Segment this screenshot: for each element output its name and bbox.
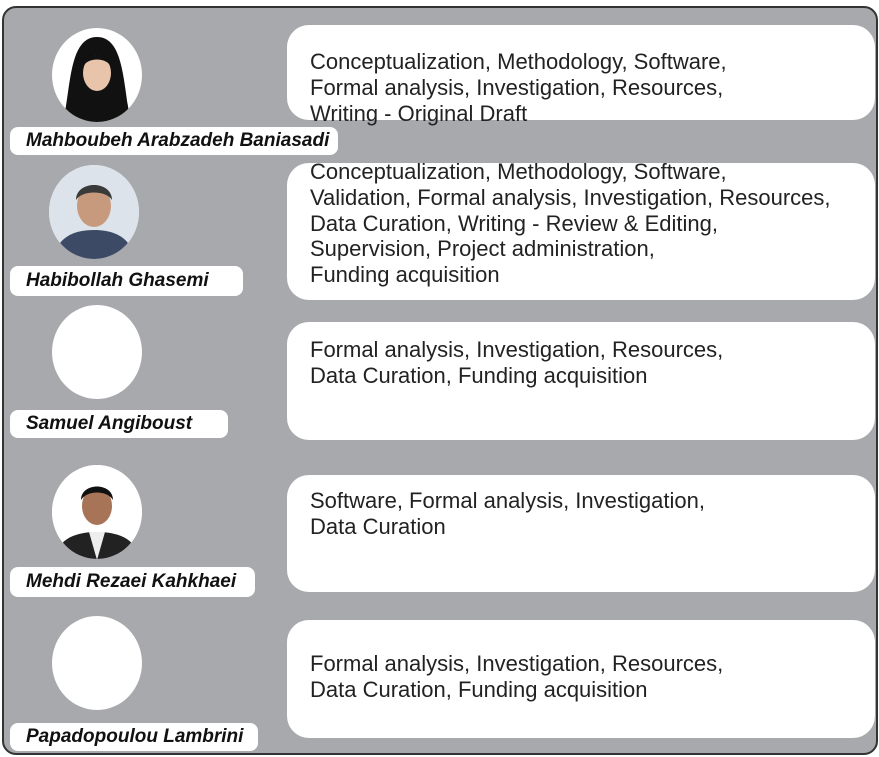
contribution-box: Formal analysis, Investigation, Resource… [287, 620, 875, 738]
author-name: Samuel Angiboust [10, 410, 228, 438]
author-name: Habibollah Ghasemi [10, 266, 243, 296]
contribution-line: Conceptualization, Methodology, Software… [310, 159, 727, 184]
contribution-box: Conceptualization, Methodology, Software… [287, 159, 875, 300]
contribution-line: Data Curation, Writing - Review & Editin… [310, 210, 718, 236]
contribution-line: Formal analysis, Investigation, Resource… [310, 74, 724, 100]
contribution-line: Data Curation, Funding acquisition [310, 676, 648, 702]
author-photo [52, 28, 142, 122]
contribution-line: Formal analysis, Investigation, Resource… [310, 337, 724, 362]
contribution-line: Data Curation [310, 513, 446, 539]
contribution-line: Software, Formal analysis, Investigation… [310, 488, 705, 513]
author-photo [52, 305, 142, 399]
contribution-line: Funding acquisition [310, 262, 500, 288]
contribution-line: Supervision, Project administration, [310, 236, 655, 262]
author-name: Papadopoulou Lambrini [10, 723, 258, 751]
author-photo [49, 165, 139, 259]
contribution-line: Data Curation, Funding acquisition [310, 362, 648, 388]
author-photo [52, 465, 142, 559]
contribution-line: Formal analysis, Investigation, Resource… [310, 651, 724, 676]
contribution-line: Writing - Original Draft [310, 100, 528, 126]
contribution-box: Formal analysis, Investigation, Resource… [287, 322, 875, 440]
author-name: Mahboubeh Arabzadeh Baniasadi [10, 127, 338, 155]
author-photo [52, 616, 142, 710]
contribution-box: Software, Formal analysis, Investigation… [287, 475, 875, 592]
contribution-line: Validation, Formal analysis, Investigati… [310, 184, 831, 210]
contribution-box: Conceptualization, Methodology, Software… [287, 25, 875, 126]
author-name: Mehdi Rezaei Kahkhaei [10, 567, 255, 597]
contribution-line: Conceptualization, Methodology, Software… [310, 49, 727, 74]
